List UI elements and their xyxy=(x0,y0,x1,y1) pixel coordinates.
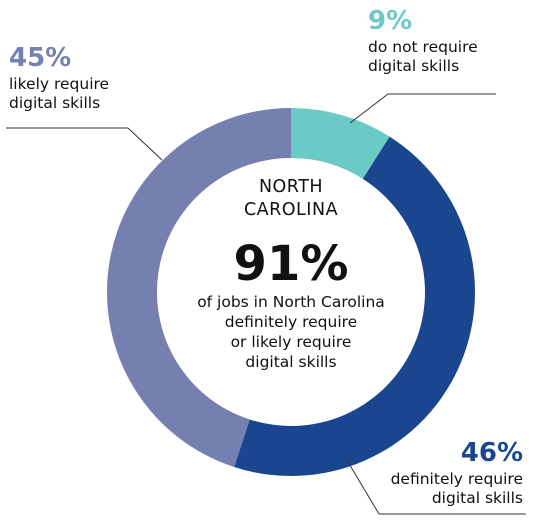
leader-line-45 xyxy=(127,127,163,161)
callout-definitely-require: 46% definitely require digital skills xyxy=(391,438,523,507)
callout-do-not-require: 9% do not require digital skills xyxy=(368,6,478,75)
pct-label: 45% xyxy=(9,43,72,73)
caption-line: or likely require xyxy=(230,333,352,352)
donut-slice-46 xyxy=(234,136,475,476)
callout-line: definitely require xyxy=(390,470,523,489)
donut-slice-45 xyxy=(107,108,291,467)
leader-line-46 xyxy=(344,456,380,515)
callout-line: digital skills xyxy=(9,93,101,112)
center-region-label: NORTH CAROLINA xyxy=(186,176,396,222)
caption-line: digital skills xyxy=(245,353,337,372)
pct-label: 46% xyxy=(460,438,523,468)
center-caption: of jobs in North Carolina definitely req… xyxy=(186,292,396,373)
region-line: NORTH xyxy=(258,177,324,197)
pct-label: 9% xyxy=(368,6,413,36)
callout-line: digital skills xyxy=(368,56,460,75)
callout-line: do not require xyxy=(368,38,478,57)
donut-slice-9 xyxy=(291,108,390,179)
center-big-value: 91% xyxy=(233,236,349,292)
callout-line: digital skills xyxy=(431,488,523,507)
donut-slices xyxy=(107,108,475,476)
caption-line: definitely require xyxy=(224,313,358,332)
region-line: CAROLINA xyxy=(243,199,339,220)
leader-lines xyxy=(6,93,526,515)
leader-line-9 xyxy=(349,93,389,124)
caption-line: of jobs in North Carolina xyxy=(197,293,385,311)
callout-likely-require: 45% likely require digital skills xyxy=(9,43,109,112)
callout-line: likely require xyxy=(9,75,110,94)
